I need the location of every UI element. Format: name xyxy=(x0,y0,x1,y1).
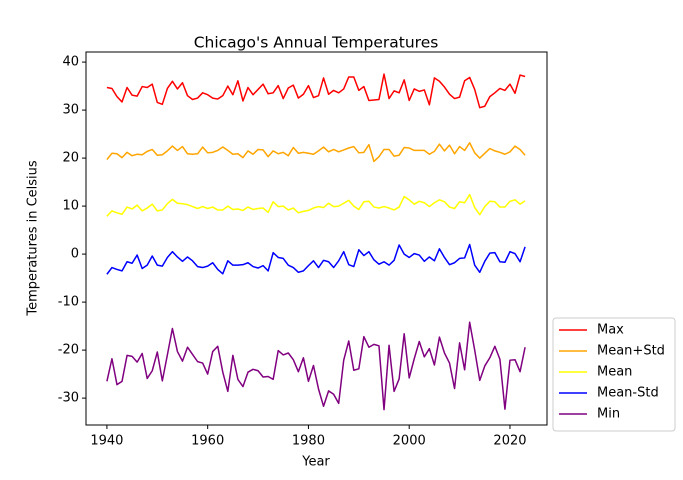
line-series xyxy=(106,141,526,163)
x-tick-label: 2000 xyxy=(393,434,426,449)
line-series xyxy=(106,73,526,109)
x-axis-label: Year xyxy=(301,455,330,470)
line-series xyxy=(106,321,526,411)
y-tick-label: -10 xyxy=(58,295,79,310)
y-tick-label: -20 xyxy=(58,343,79,358)
x-tick-label: 1960 xyxy=(191,434,224,449)
legend-label: Mean-Std xyxy=(597,386,659,401)
y-tick-label: 10 xyxy=(62,199,79,214)
y-tick-label: 0 xyxy=(71,247,79,262)
line-series xyxy=(106,243,526,275)
y-tick-label: -30 xyxy=(58,391,79,406)
y-tick-label: 20 xyxy=(62,151,79,166)
chart-title: Chicago's Annual Temperatures xyxy=(194,34,439,52)
legend-label: Max xyxy=(597,323,624,338)
legend-box xyxy=(552,317,676,432)
legend-label: Mean+Std xyxy=(597,344,665,359)
x-tick-label: 2020 xyxy=(493,434,526,449)
y-tick-label: 30 xyxy=(62,103,79,118)
y-axis-label: Temperatures in Celsius xyxy=(26,160,41,317)
x-tick-label: 1940 xyxy=(90,434,123,449)
x-tick-label: 1980 xyxy=(292,434,325,449)
y-tick-label: 40 xyxy=(62,55,79,70)
line-series xyxy=(106,193,526,217)
plot-frame xyxy=(85,51,548,426)
legend-label: Min xyxy=(597,407,620,422)
legend-label: Mean xyxy=(597,365,632,380)
